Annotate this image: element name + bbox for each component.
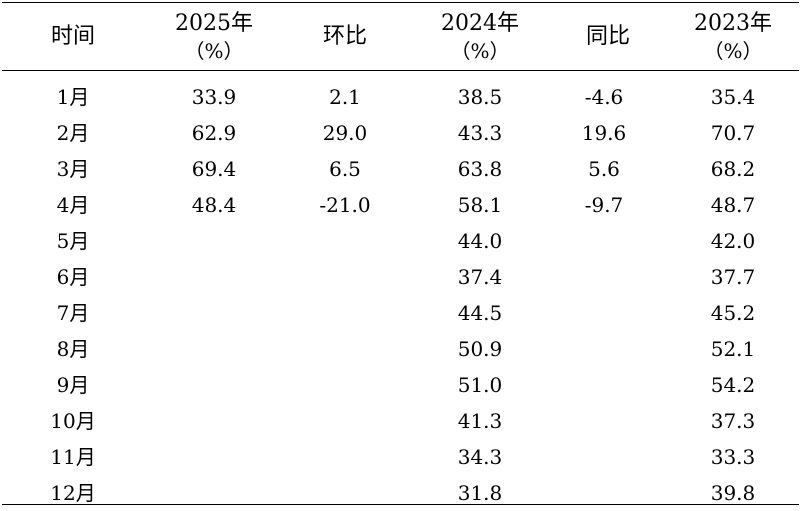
header-2024-unit: （%） <box>450 39 510 63</box>
cell-2024: 63.8 <box>457 157 503 181</box>
cell-month: 3月 <box>56 157 90 181</box>
cell-2024: 34.3 <box>457 445 503 469</box>
header-time: 时间 <box>51 3 95 71</box>
cell-2025: 62.9 <box>191 121 237 145</box>
cell-month: 12月 <box>50 481 96 505</box>
cell-2023: 37.7 <box>710 265 756 289</box>
cell-2024: 58.1 <box>457 193 503 217</box>
cell-2023: 37.3 <box>710 409 756 433</box>
table-row: 7月 44.5 45.2 <box>2 295 799 331</box>
table-row: 2月 62.9 29.0 43.3 19.6 70.7 <box>2 115 799 151</box>
header-yoy: 同比 <box>586 3 630 71</box>
header-2023-title: 2023年 <box>694 11 772 36</box>
cell-yoy: 5.6 <box>588 157 620 181</box>
data-table: 时间 2025年 （%） 环比 2024年 （%） 同比 2023年 （%） 1… <box>2 2 799 505</box>
cell-2024: 31.8 <box>457 481 503 505</box>
cell-2023: 52.1 <box>710 337 756 361</box>
header-time-title: 时间 <box>50 24 96 49</box>
cell-month: 10月 <box>50 409 96 433</box>
cell-mom: 2.1 <box>329 85 361 109</box>
cell-2024: 43.3 <box>457 121 503 145</box>
cell-2024: 38.5 <box>457 85 503 109</box>
table-row: 9月 51.0 54.2 <box>2 367 799 403</box>
cell-2024: 51.0 <box>457 373 503 397</box>
cell-2023: 54.2 <box>710 373 756 397</box>
cell-mom: 6.5 <box>329 157 361 181</box>
cell-2023: 68.2 <box>710 157 756 181</box>
cell-month: 7月 <box>56 301 90 325</box>
table-row: 12月 31.8 39.8 <box>2 475 799 511</box>
header-mom: 环比 <box>323 3 367 71</box>
cell-month: 9月 <box>56 373 90 397</box>
table-row: 8月 50.9 52.1 <box>2 331 799 367</box>
cell-2024: 41.3 <box>457 409 503 433</box>
table-header: 时间 2025年 （%） 环比 2024年 （%） 同比 2023年 （%） <box>2 3 799 71</box>
table-row: 1月 33.9 2.1 38.5 -4.6 35.4 <box>2 79 799 115</box>
cell-month: 11月 <box>50 445 96 469</box>
cell-2023: 70.7 <box>710 121 756 145</box>
cell-yoy: -4.6 <box>584 85 624 109</box>
cell-2023: 33.3 <box>710 445 756 469</box>
cell-2023: 42.0 <box>710 229 756 253</box>
header-2023: 2023年 （%） <box>694 3 772 71</box>
cell-2023: 45.2 <box>710 301 756 325</box>
cell-2024: 50.9 <box>457 337 503 361</box>
cell-month: 5月 <box>56 229 90 253</box>
header-2024-title: 2024年 <box>441 11 519 36</box>
cell-yoy: 19.6 <box>581 121 627 145</box>
header-mom-title: 环比 <box>322 24 368 49</box>
cell-month: 2月 <box>56 121 90 145</box>
table-row: 3月 69.4 6.5 63.8 5.6 68.2 <box>2 151 799 187</box>
cell-2023: 35.4 <box>710 85 756 109</box>
header-2023-unit: （%） <box>703 39 763 63</box>
cell-2023: 48.7 <box>710 193 756 217</box>
cell-2025: 33.9 <box>191 85 237 109</box>
cell-month: 4月 <box>56 193 90 217</box>
cell-month: 8月 <box>56 337 90 361</box>
header-2025: 2025年 （%） <box>175 3 253 71</box>
header-yoy-title: 同比 <box>585 24 631 49</box>
cell-2025: 69.4 <box>191 157 237 181</box>
header-2025-unit: （%） <box>184 39 244 63</box>
table-body: 1月 33.9 2.1 38.5 -4.6 35.4 2月 62.9 29.0 43.3 19.6 7… <box>2 79 799 511</box>
cell-month: 1月 <box>56 85 90 109</box>
cell-2024: 44.5 <box>457 301 503 325</box>
table-row: 11月 34.3 33.3 <box>2 439 799 475</box>
table-row: 5月 44.0 42.0 <box>2 223 799 259</box>
cell-2025: 48.4 <box>191 193 237 217</box>
cell-2023: 39.8 <box>710 481 756 505</box>
cell-mom: 29.0 <box>322 121 368 145</box>
cell-2024: 44.0 <box>457 229 503 253</box>
cell-yoy: -9.7 <box>584 193 624 217</box>
table-row: 10月 41.3 37.3 <box>2 403 799 439</box>
cell-2024: 37.4 <box>457 265 503 289</box>
header-2025-title: 2025年 <box>175 11 253 36</box>
cell-mom: -21.0 <box>319 193 371 217</box>
table-row: 6月 37.4 37.7 <box>2 259 799 295</box>
header-2024: 2024年 （%） <box>441 3 519 71</box>
table-row: 4月 48.4 -21.0 58.1 -9.7 48.7 <box>2 187 799 223</box>
cell-month: 6月 <box>56 265 90 289</box>
